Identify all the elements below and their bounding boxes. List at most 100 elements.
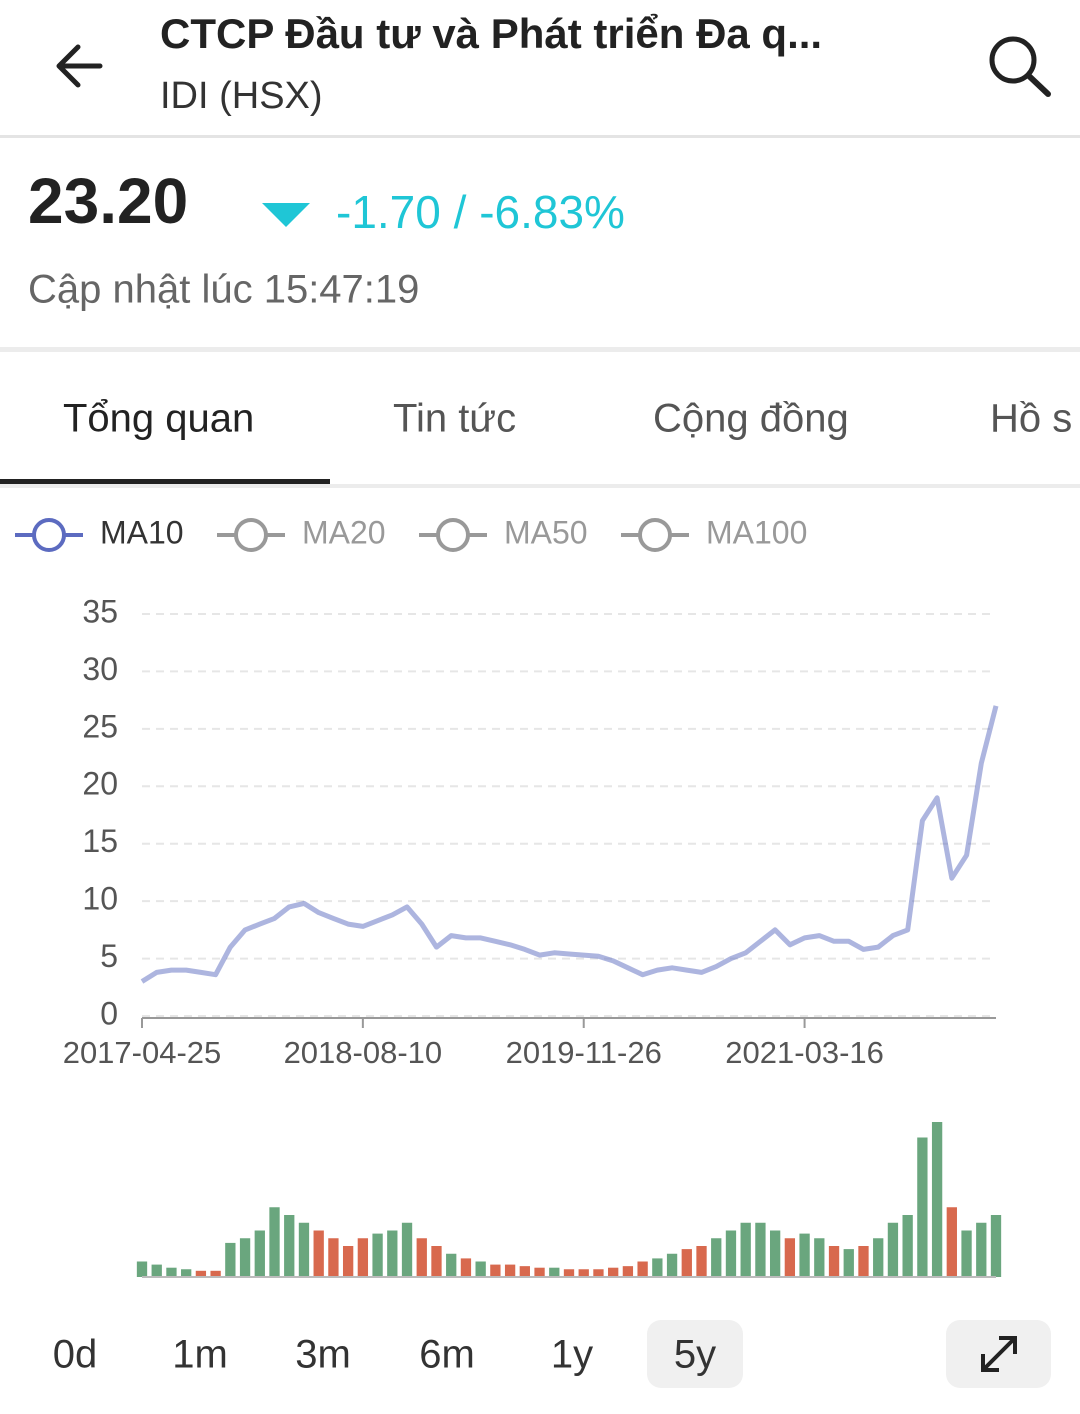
- volume-bar: [284, 1215, 295, 1277]
- app-bar: [0, 0, 1080, 137]
- volume-bar: [239, 1238, 251, 1277]
- tab[interactable]: Tin tức: [393, 397, 516, 441]
- volume-bar: [696, 1246, 707, 1277]
- y-tick-label: 20: [82, 766, 118, 802]
- volume-bar: [166, 1267, 177, 1277]
- volume-bar: [622, 1266, 634, 1277]
- range-button[interactable]: 5y: [674, 1333, 716, 1377]
- volume-bar: [195, 1270, 207, 1277]
- legend-label[interactable]: MA10: [100, 514, 184, 550]
- volume-bar: [210, 1270, 221, 1277]
- volume-bar: [873, 1238, 884, 1277]
- volume-bar: [990, 1215, 1002, 1277]
- legend-label[interactable]: MA50: [504, 514, 588, 550]
- volume-bar: [961, 1230, 972, 1277]
- volume-bar: [269, 1207, 280, 1277]
- back-button[interactable]: [56, 44, 103, 88]
- tab[interactable]: Hồ s: [990, 397, 1072, 441]
- volume-bar: [534, 1267, 545, 1277]
- volume-bar: [372, 1233, 383, 1277]
- ma-line: [140, 705, 999, 984]
- x-tick-label: 2017-04-25: [63, 1035, 222, 1070]
- volume-bar: [681, 1249, 692, 1277]
- volume-bar: [136, 1261, 148, 1277]
- y-tick-label: 30: [82, 651, 118, 687]
- range-button[interactable]: 3m: [295, 1333, 351, 1377]
- volume-bar: [799, 1233, 810, 1277]
- volume-bar: [711, 1238, 722, 1277]
- volume-bar: [652, 1258, 663, 1277]
- range-button[interactable]: 6m: [419, 1333, 475, 1377]
- search-button[interactable]: [989, 36, 1051, 97]
- range-highlight: [647, 1320, 743, 1388]
- title: CTCP Đầu tư và Phát triển Đa q...: [160, 10, 822, 57]
- volume-bar: [298, 1222, 310, 1277]
- volume-bar: [814, 1238, 825, 1277]
- y-tick-label: 5: [100, 938, 118, 974]
- volume-bar: [401, 1222, 413, 1277]
- volume-bar: [755, 1222, 766, 1277]
- volume-bar: [563, 1269, 575, 1277]
- volume-bar: [637, 1261, 648, 1277]
- volume-bar: [902, 1215, 913, 1277]
- x-tick-label: 2018-08-10: [284, 1035, 443, 1070]
- divider: [0, 135, 1080, 138]
- section-divider: [0, 347, 1080, 352]
- volume-bar: [357, 1238, 369, 1277]
- range-button[interactable]: 0d: [53, 1333, 98, 1377]
- tab-indicator: [0, 479, 330, 484]
- volume-bar: [387, 1230, 398, 1277]
- legend-marker: [32, 518, 66, 552]
- volume-bar: [181, 1269, 192, 1277]
- y-tick-label: 25: [82, 708, 118, 744]
- volume-bar: [416, 1238, 427, 1277]
- volume-bar: [460, 1258, 472, 1277]
- volume-bar: [313, 1230, 324, 1277]
- updated-time: Cập nhật lúc 15:47:19: [28, 268, 419, 312]
- subtitle: IDI (HSX): [160, 75, 323, 117]
- volume-bar: [740, 1222, 751, 1277]
- y-tick-label: 0: [100, 995, 118, 1031]
- y-tick-label: 10: [82, 881, 118, 917]
- x-tick-label: 2021-03-16: [725, 1035, 884, 1070]
- volume-bar: [446, 1253, 457, 1277]
- volume-bar: [976, 1222, 987, 1277]
- volume-bar: [946, 1207, 957, 1277]
- volume-bar: [666, 1253, 678, 1277]
- legend-marker: [234, 518, 268, 552]
- volume-bar: [858, 1246, 869, 1277]
- volume-bar: [917, 1137, 928, 1277]
- volume-bar: [475, 1261, 486, 1277]
- volume-bar: [225, 1242, 236, 1277]
- volume-bar: [342, 1246, 354, 1277]
- legend-label[interactable]: MA100: [706, 514, 807, 550]
- volume-bar: [843, 1249, 854, 1277]
- volume-bar: [254, 1230, 265, 1277]
- x-tick-label: 2019-11-26: [506, 1035, 662, 1070]
- tab[interactable]: Tổng quan: [63, 397, 254, 441]
- volume-bar: [519, 1266, 530, 1277]
- tab[interactable]: Cộng đồng: [653, 397, 849, 441]
- expand-button[interactable]: [946, 1320, 1051, 1388]
- price: 23.20: [28, 165, 188, 237]
- volume-bar: [328, 1238, 339, 1277]
- volume-bar: [578, 1269, 589, 1277]
- volume-bar: [887, 1222, 899, 1277]
- volume-bar: [931, 1122, 943, 1277]
- volume-bar: [725, 1230, 737, 1277]
- volume-bar: [549, 1267, 560, 1277]
- tab-divider: [0, 484, 1080, 488]
- volume-bar: [769, 1230, 781, 1277]
- volume-bar: [431, 1246, 442, 1277]
- range-button[interactable]: 1y: [551, 1333, 593, 1377]
- volume-bar: [490, 1264, 501, 1277]
- legend-marker: [436, 518, 470, 552]
- volume-bar: [151, 1264, 162, 1277]
- volume-bar: [504, 1264, 516, 1277]
- legend-marker: [638, 518, 672, 552]
- y-tick-label: 15: [82, 823, 118, 859]
- range-button[interactable]: 1m: [172, 1333, 228, 1377]
- legend-label[interactable]: MA20: [302, 514, 386, 550]
